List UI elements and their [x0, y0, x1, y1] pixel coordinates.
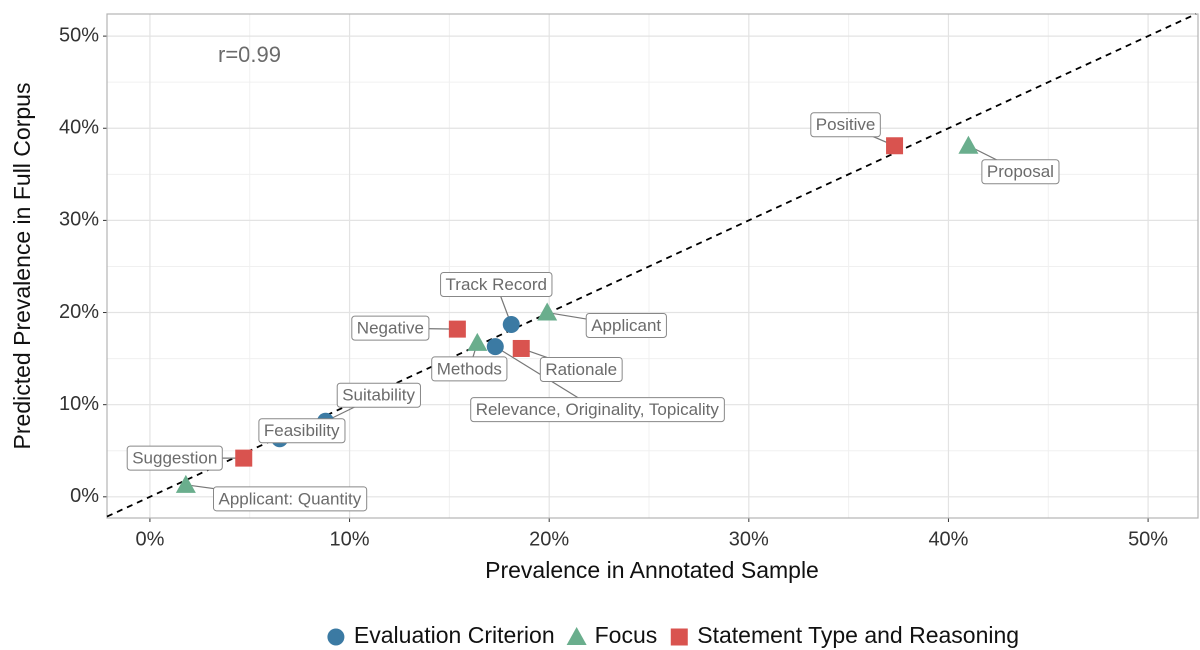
point [537, 302, 558, 321]
point-label: Negative [351, 315, 430, 341]
label-text: Applicant: Quantity [219, 489, 362, 508]
x-tick-label: 10% [330, 528, 370, 550]
point [467, 332, 488, 351]
legend-key [670, 628, 688, 646]
x-tick-label: 20% [529, 528, 569, 550]
label-text: Positive [816, 115, 876, 134]
label-box [258, 418, 346, 444]
y-axis-title: Predicted Prevalence in Full Corpus [9, 83, 35, 450]
point-label: Applicant: Quantity [213, 486, 368, 512]
legend-label: Focus [595, 622, 658, 648]
point [235, 449, 253, 467]
point-label: Track Record [440, 272, 553, 298]
label-box [539, 356, 623, 382]
point [958, 135, 979, 154]
label-text: Track Record [446, 275, 547, 294]
label-text: Methods [437, 359, 502, 378]
label-box [126, 445, 223, 471]
point [502, 316, 520, 334]
legend: Evaluation Criterion Focus Statement Type … [327, 622, 1019, 648]
label-box [981, 159, 1060, 185]
legend-label: Evaluation Criterion [354, 622, 555, 648]
label-box [470, 397, 725, 423]
point [175, 474, 196, 493]
point [886, 137, 904, 155]
point [448, 320, 466, 338]
x-axis-title: Prevalence in Annotated Sample [485, 557, 819, 583]
label-text: Applicant [591, 316, 661, 335]
label-text: Negative [357, 319, 424, 338]
label-box [585, 313, 667, 339]
legend-key [327, 628, 345, 646]
label-text: Relevance, Originality, Topicality [476, 400, 720, 419]
label-box [440, 272, 553, 298]
point [512, 339, 530, 357]
labels: Track Record Relevance, Originality, Topi… [126, 112, 1060, 512]
legend-label: Statement Type and Reasoning [697, 622, 1019, 648]
point-label: Applicant [585, 313, 667, 339]
grid [107, 14, 1198, 518]
label-box [336, 382, 421, 408]
point-label: Suitability [336, 382, 421, 408]
label-box [810, 112, 881, 138]
y-tick-label: 30% [59, 209, 99, 231]
point-label: Feasibility [258, 418, 346, 444]
y-tick-label: 40% [59, 117, 99, 139]
point-label: Suggestion [126, 445, 223, 471]
point-label: Relevance, Originality, Topicality [470, 397, 725, 423]
plot-panel [106, 13, 1199, 519]
x-tick-label: 0% [135, 528, 164, 550]
label-text: Rationale [545, 360, 617, 379]
y-tick-label: 20% [59, 301, 99, 323]
label-text: Feasibility [264, 421, 340, 440]
label-box [431, 356, 508, 382]
point [486, 338, 504, 356]
x-tick-label: 40% [928, 528, 968, 550]
point-label: Positive [810, 112, 881, 138]
legend-key [566, 627, 587, 645]
label-box [213, 486, 368, 512]
x-tick-label: 50% [1128, 528, 1168, 550]
y-tick-label: 50% [59, 24, 99, 46]
y-tick-label: 0% [70, 485, 99, 507]
point-label: Proposal [981, 159, 1060, 185]
point-label: Rationale [539, 356, 623, 382]
x-tick-label: 30% [729, 528, 769, 550]
label-box [351, 315, 430, 341]
point-label: Methods [431, 356, 508, 382]
label-text: Suggestion [132, 449, 217, 468]
y-tick-label: 10% [59, 393, 99, 415]
label-text: Suitability [342, 386, 415, 405]
label-text: Proposal [987, 162, 1054, 181]
